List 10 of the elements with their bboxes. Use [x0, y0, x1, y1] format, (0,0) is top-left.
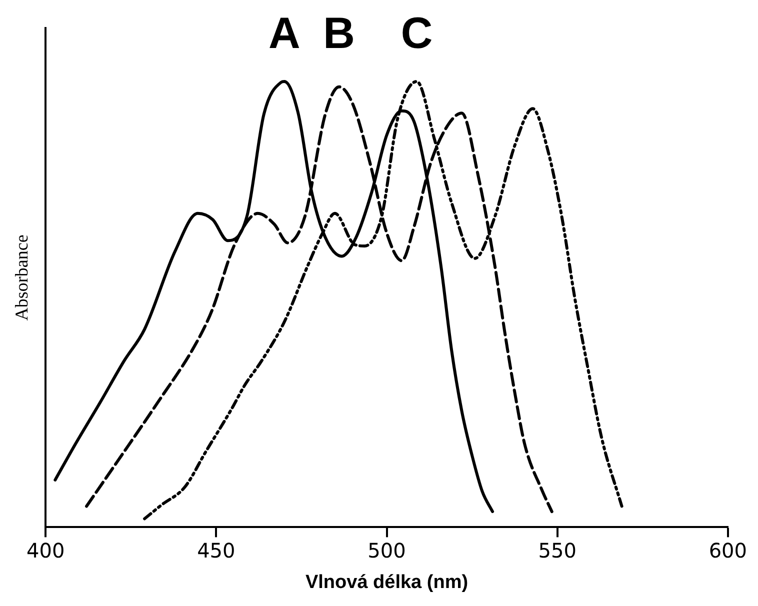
series-label: A — [268, 9, 300, 58]
y-axis-title: Absorbance — [12, 234, 32, 321]
x-tick-label: 500 — [368, 538, 406, 562]
x-tick-label: 400 — [26, 538, 65, 562]
x-axis-title: Vlnová délka (nm) — [305, 572, 468, 593]
series-label: C — [400, 9, 433, 58]
series-label: B — [323, 9, 355, 58]
x-tick-label: 600 — [708, 538, 748, 562]
x-tick-label: 450 — [197, 538, 236, 562]
x-tick-label: 550 — [538, 538, 576, 562]
